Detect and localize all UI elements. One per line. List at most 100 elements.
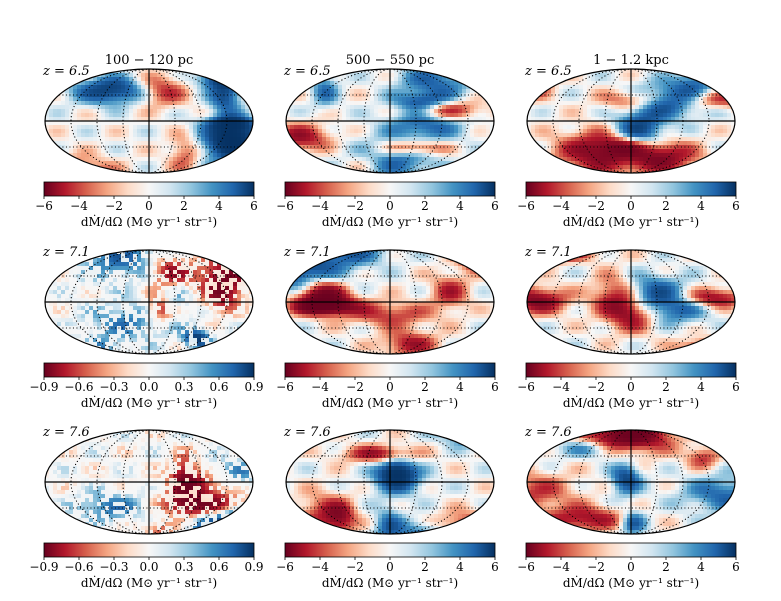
heatmap-cell <box>390 286 395 291</box>
heatmap-cell <box>446 274 451 279</box>
heatmap-cell <box>133 306 138 311</box>
heatmap-cell <box>398 125 403 130</box>
heatmap-cell <box>81 282 86 287</box>
heatmap-cell <box>290 125 295 130</box>
heatmap-cell <box>217 310 222 315</box>
heatmap-cell <box>703 133 708 138</box>
heatmap-cell <box>366 101 371 106</box>
heatmap-cell <box>65 290 70 295</box>
heatmap-cell <box>177 326 182 331</box>
heatmap-cell <box>213 306 218 311</box>
heatmap-cell <box>390 145 395 150</box>
heatmap-cell <box>97 298 102 303</box>
heatmap-cell <box>559 105 564 110</box>
heatmap-cell <box>205 109 210 114</box>
heatmap-cell <box>394 262 399 267</box>
heatmap-cell <box>173 334 178 339</box>
heatmap-cell <box>358 266 363 271</box>
heatmap-cell <box>157 322 162 327</box>
heatmap-cell <box>559 117 564 122</box>
heatmap-cell <box>442 89 447 94</box>
heatmap-cell <box>77 101 82 106</box>
heatmap-cell <box>627 157 632 162</box>
heatmap-cell <box>245 125 250 130</box>
heatmap-cell <box>49 105 54 110</box>
heatmap-cell <box>350 262 355 267</box>
heatmap-cell <box>97 125 102 130</box>
heatmap-cell <box>647 133 652 138</box>
heatmap-cell <box>189 342 194 347</box>
heatmap-cell <box>205 117 210 122</box>
heatmap-cell <box>185 81 190 86</box>
heatmap-cell <box>326 105 331 110</box>
heatmap-cell <box>45 121 50 126</box>
heatmap-cell <box>65 93 70 98</box>
heatmap-cell <box>563 101 568 106</box>
heatmap-cell <box>53 282 58 287</box>
heatmap-cell <box>137 262 142 267</box>
heatmap-cell <box>89 266 94 271</box>
heatmap-cell <box>61 101 66 106</box>
heatmap-cell <box>663 165 668 170</box>
heatmap-cell <box>458 282 463 287</box>
heatmap-cell <box>133 278 138 283</box>
heatmap-cell <box>141 278 146 283</box>
heatmap-cell <box>213 326 218 331</box>
heatmap-cell <box>181 346 186 351</box>
heatmap-cell <box>189 302 194 307</box>
heatmap-cell <box>81 302 86 307</box>
heatmap-cell <box>555 149 560 154</box>
heatmap-cell <box>109 306 114 311</box>
heatmap-cell <box>89 318 94 323</box>
heatmap-cell <box>81 318 86 323</box>
heatmap-cell <box>181 266 186 271</box>
heatmap-cell <box>619 125 624 130</box>
heatmap-cell <box>470 286 475 291</box>
heatmap-cell <box>663 145 668 150</box>
heatmap-cell <box>314 129 319 134</box>
heatmap-cell <box>85 294 90 299</box>
heatmap-cell <box>85 310 90 315</box>
heatmap-cell <box>161 133 166 138</box>
heatmap-cell <box>149 290 154 295</box>
heatmap-cell <box>165 286 170 291</box>
heatmap-cell <box>394 113 399 118</box>
heatmap-cell <box>73 149 78 154</box>
heatmap-cell <box>370 145 375 150</box>
heatmap-cell <box>358 137 363 142</box>
heatmap-cell <box>69 274 74 279</box>
heatmap-cell <box>414 141 419 146</box>
heatmap-cell <box>97 149 102 154</box>
heatmap-cell <box>450 278 455 283</box>
heatmap-cell <box>101 121 106 126</box>
heatmap-cell <box>73 89 78 94</box>
heatmap-cell <box>438 149 443 154</box>
heatmap-cell <box>547 133 552 138</box>
heatmap-cell <box>406 109 411 114</box>
heatmap-cell <box>169 153 174 158</box>
heatmap-cell <box>434 81 439 86</box>
heatmap-cell <box>358 121 363 126</box>
heatmap-cell <box>141 109 146 114</box>
heatmap-cell <box>366 125 371 130</box>
heatmap-cell <box>434 129 439 134</box>
heatmap-cell <box>145 153 150 158</box>
heatmap-cell <box>390 125 395 130</box>
heatmap-cell <box>655 157 660 162</box>
heatmap-cell <box>671 81 676 86</box>
heatmap-cell <box>173 165 178 170</box>
heatmap-cell <box>117 286 122 291</box>
heatmap-cell <box>185 278 190 283</box>
heatmap-cell <box>366 157 371 162</box>
heatmap-cell <box>406 97 411 102</box>
heatmap-cell <box>141 97 146 102</box>
heatmap-cell <box>603 101 608 106</box>
heatmap-cell <box>478 129 483 134</box>
heatmap-cell <box>402 153 407 158</box>
heatmap-cell <box>466 137 471 142</box>
heatmap-cell <box>149 330 154 335</box>
heatmap-cell <box>105 322 110 327</box>
heatmap-cell <box>623 137 628 142</box>
heatmap-cell <box>422 145 427 150</box>
heatmap-cell <box>667 109 672 114</box>
